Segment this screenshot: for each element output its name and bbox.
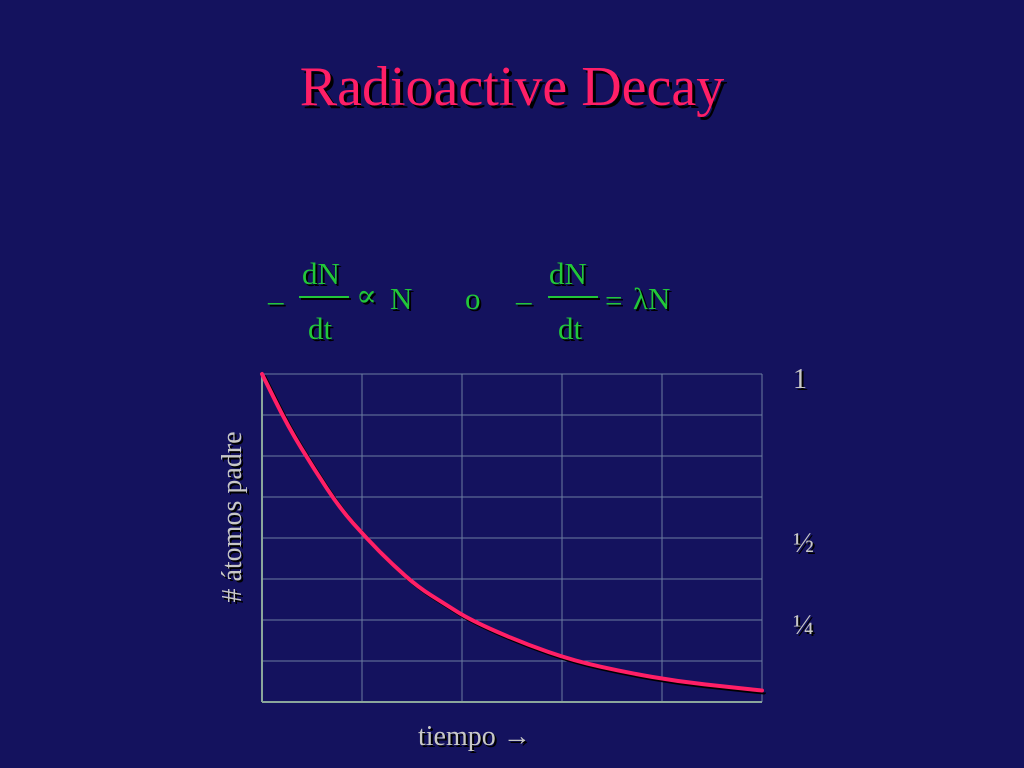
y-tick-label: ¼	[793, 610, 814, 641]
y-axis-label-shadow: # átomos padre	[219, 433, 250, 604]
minus-sign-left: –	[268, 283, 284, 318]
decay-series	[260, 372, 766, 695]
slide-title: Radioactive Decay	[299, 56, 725, 118]
proportional-symbol: ∝	[356, 278, 377, 313]
x-axis-label-shadow: tiempo →	[420, 723, 533, 754]
chart-axes	[261, 374, 762, 703]
fraction-bar-right	[548, 296, 598, 298]
connector-o: o	[465, 281, 481, 316]
denominator-right: dt	[558, 311, 583, 346]
numerator-left: dN	[302, 256, 340, 291]
equals-sign: =	[605, 283, 623, 318]
y-axis-label: # átomos padre	[217, 431, 248, 602]
y-tick-label: ½	[793, 528, 814, 559]
decay-curve-shadow	[262, 375, 766, 695]
numerator-right: dN	[549, 256, 587, 291]
y-tick-label-shadow: ¼	[795, 612, 816, 643]
lambda-n: λN	[633, 281, 671, 316]
y-tick-labels: 11½½¼¼	[793, 364, 816, 643]
y-tick-label-shadow: 1	[795, 366, 809, 397]
x-axis-label: tiempo →	[418, 721, 531, 752]
y-tick-label-shadow: ½	[795, 530, 816, 561]
variable-n: N	[390, 281, 413, 316]
axis-labels: tiempo →tiempo →# átomos padre# átomos p…	[217, 431, 533, 754]
y-tick-label: 1	[793, 364, 807, 395]
minus-sign-right: –	[516, 283, 532, 318]
denominator-left: dt	[308, 311, 333, 346]
chart-grid	[262, 373, 763, 702]
decay-curve	[260, 372, 764, 693]
fraction-bar-left	[299, 296, 349, 298]
